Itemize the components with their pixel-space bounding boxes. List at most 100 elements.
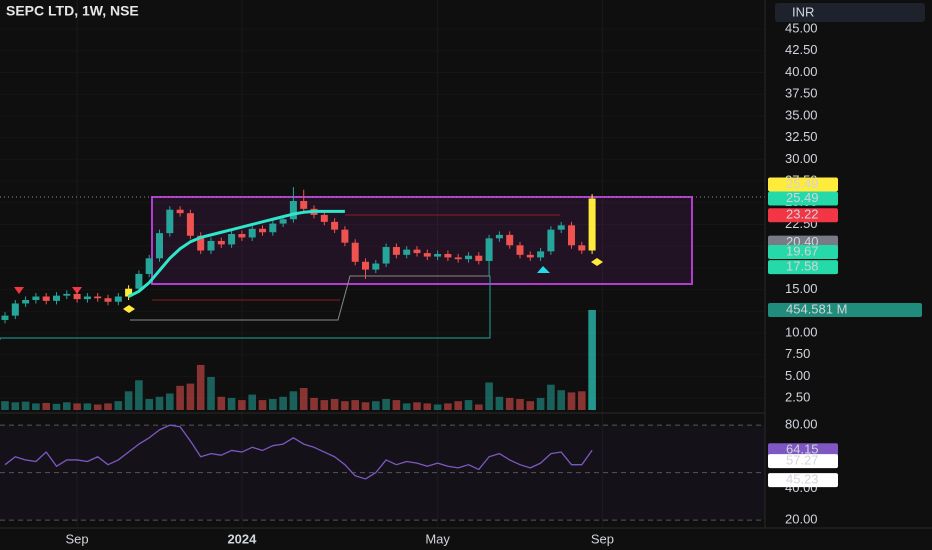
volume-marker-box bbox=[768, 303, 922, 317]
price-marker-label: 19.67 bbox=[786, 243, 819, 258]
y-tick-label: 35.00 bbox=[785, 107, 818, 122]
candle-body bbox=[135, 273, 143, 289]
candle-body bbox=[104, 298, 112, 302]
volume-bar bbox=[361, 402, 370, 410]
price-marker-box bbox=[768, 177, 838, 192]
candle-body bbox=[557, 225, 565, 230]
currency-label[interactable]: INR bbox=[792, 4, 814, 19]
candle-body bbox=[22, 299, 30, 304]
volume-bar bbox=[423, 403, 432, 410]
volume-bar bbox=[269, 399, 277, 410]
volume-bar bbox=[11, 402, 20, 410]
volume-bar bbox=[289, 391, 298, 410]
candle-body bbox=[578, 245, 586, 251]
candle-body bbox=[444, 253, 452, 258]
volume-bar bbox=[351, 400, 359, 410]
candle-body bbox=[485, 238, 493, 261]
volume-bar bbox=[258, 400, 267, 410]
volume-bar bbox=[63, 402, 71, 410]
candle-body bbox=[320, 214, 328, 222]
volume-bar bbox=[135, 380, 143, 410]
volume-bar bbox=[1, 401, 9, 410]
volume-bar bbox=[166, 393, 174, 410]
volume-bar bbox=[52, 403, 61, 410]
candle-body bbox=[11, 303, 19, 316]
candle-body bbox=[382, 247, 390, 264]
candle-body bbox=[42, 296, 50, 301]
volume-bar bbox=[248, 394, 256, 410]
candle-body bbox=[475, 255, 483, 261]
rsi-tick-label: 20.00 bbox=[785, 512, 818, 527]
candle-body bbox=[197, 235, 205, 251]
volume-bar bbox=[104, 403, 112, 410]
signal-diamond bbox=[123, 305, 135, 313]
candle-body bbox=[259, 228, 266, 233]
rsi-marker-box bbox=[768, 473, 838, 488]
candle-body bbox=[403, 249, 411, 255]
volume-bar bbox=[578, 391, 586, 410]
y-tick-label: 30.00 bbox=[785, 151, 818, 166]
currency-box[interactable] bbox=[775, 3, 925, 22]
volume-bar bbox=[155, 396, 164, 410]
y-tick-label: 40.00 bbox=[785, 64, 818, 79]
price-marker-box bbox=[768, 208, 838, 223]
volume-bar bbox=[444, 403, 452, 410]
volume-bar bbox=[495, 396, 504, 410]
volume-bar bbox=[475, 404, 483, 410]
price-marker-label: 25.49 bbox=[786, 190, 819, 205]
axis: Sep2024MaySep2.505.007.5010.0012.5015.00… bbox=[66, 21, 922, 546]
volume-bar bbox=[536, 397, 545, 410]
rsi-marker-box bbox=[768, 443, 838, 458]
candle-body bbox=[526, 254, 534, 258]
volume-bar bbox=[454, 401, 462, 410]
volume-bar bbox=[217, 396, 226, 410]
volume-bar bbox=[547, 384, 555, 410]
volume-bar bbox=[279, 396, 287, 410]
volume-bar bbox=[186, 383, 195, 410]
candle-body bbox=[217, 240, 225, 245]
volume-bar bbox=[310, 397, 318, 410]
volume-bar bbox=[402, 403, 411, 410]
volume-marker-label: 454.581 M bbox=[786, 301, 847, 316]
candle-body bbox=[248, 228, 256, 238]
x-tick-label: 2024 bbox=[227, 531, 257, 546]
price-marker-label: 17.58 bbox=[786, 259, 819, 274]
candle-body bbox=[300, 201, 308, 209]
candle-body bbox=[114, 296, 122, 302]
candle-body bbox=[238, 234, 246, 238]
candle-body bbox=[454, 257, 462, 260]
y-tick-label: 7.50 bbox=[785, 346, 810, 361]
candle-body bbox=[228, 234, 236, 245]
volume-bar bbox=[124, 391, 133, 410]
volume-bar bbox=[114, 401, 123, 410]
candle-body bbox=[434, 253, 442, 257]
candle-body bbox=[73, 293, 81, 300]
volume-bar bbox=[320, 400, 329, 410]
rsi-marker-box bbox=[768, 454, 838, 469]
price-marker-label: 23.22 bbox=[786, 207, 819, 222]
y-tick-label: 32.50 bbox=[785, 129, 818, 144]
candle-body bbox=[166, 209, 174, 234]
price-marker-box bbox=[768, 245, 838, 260]
candle-body bbox=[94, 296, 102, 299]
volume-bar bbox=[21, 401, 30, 410]
volume-bar bbox=[588, 310, 596, 410]
x-tick-label: May bbox=[425, 531, 450, 546]
volume-bar bbox=[32, 403, 40, 410]
volume-bar bbox=[93, 404, 102, 410]
volume-bar bbox=[330, 399, 339, 410]
candle-body bbox=[289, 201, 297, 220]
candle-body bbox=[53, 295, 60, 301]
signal-diamond bbox=[591, 258, 603, 266]
volume-bar bbox=[145, 399, 153, 410]
candle-body bbox=[331, 221, 339, 230]
y-tick-label: 45.00 bbox=[785, 21, 818, 36]
volume-bar bbox=[227, 397, 236, 410]
candle-body bbox=[537, 251, 545, 258]
y-tick-label: 15.00 bbox=[785, 281, 818, 296]
y-tick-label: 37.50 bbox=[785, 86, 818, 101]
candle-body bbox=[125, 288, 133, 297]
y-tick-label: 2.50 bbox=[785, 390, 810, 405]
x-tick-label: Sep bbox=[66, 531, 89, 546]
rsi-marker-label: 45.23 bbox=[786, 472, 819, 487]
